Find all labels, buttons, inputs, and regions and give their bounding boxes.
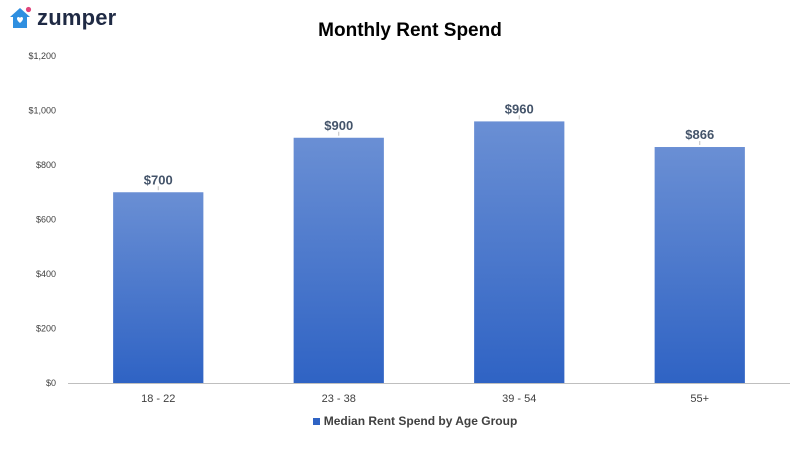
data-label: $900 bbox=[324, 118, 353, 133]
zumper-logo: zumper bbox=[7, 5, 116, 31]
y-tick-label: $400 bbox=[36, 269, 56, 279]
y-tick-label: $0 bbox=[46, 378, 56, 388]
x-axis: 18 - 22 23 - 38 39 - 54 55+ bbox=[68, 383, 790, 405]
x-tick-label: 23 - 38 bbox=[322, 393, 356, 405]
legend-label: Median Rent Spend by Age Group bbox=[323, 414, 518, 428]
data-label: $866 bbox=[685, 127, 714, 142]
y-tick-label: $800 bbox=[36, 160, 56, 170]
y-tick-label: $1,000 bbox=[28, 106, 56, 116]
y-tick-label: $1,200 bbox=[28, 51, 56, 61]
x-tick-label: 18 - 22 bbox=[141, 393, 175, 405]
data-label: $960 bbox=[505, 101, 534, 116]
house-heart-icon bbox=[10, 6, 32, 28]
y-axis: $0 $200 $400 $600 $800 $1,000 $1,200 bbox=[28, 51, 56, 388]
y-tick-label: $200 bbox=[36, 324, 56, 334]
bars: $700 $900 $960 $866 bbox=[113, 101, 745, 384]
x-tick-label: 39 - 54 bbox=[502, 393, 536, 405]
x-tick-label: 55+ bbox=[690, 393, 709, 405]
chart-title: Monthly Rent Spend bbox=[318, 20, 502, 41]
bar bbox=[654, 147, 745, 383]
bar bbox=[293, 137, 384, 383]
bar bbox=[113, 192, 204, 383]
brand-name: zumper bbox=[37, 5, 117, 30]
legend: Median Rent Spend by Age Group bbox=[0, 414, 800, 428]
bar bbox=[474, 121, 565, 384]
data-label: $700 bbox=[144, 172, 173, 187]
legend-swatch bbox=[312, 417, 320, 425]
y-tick-label: $600 bbox=[36, 215, 56, 225]
